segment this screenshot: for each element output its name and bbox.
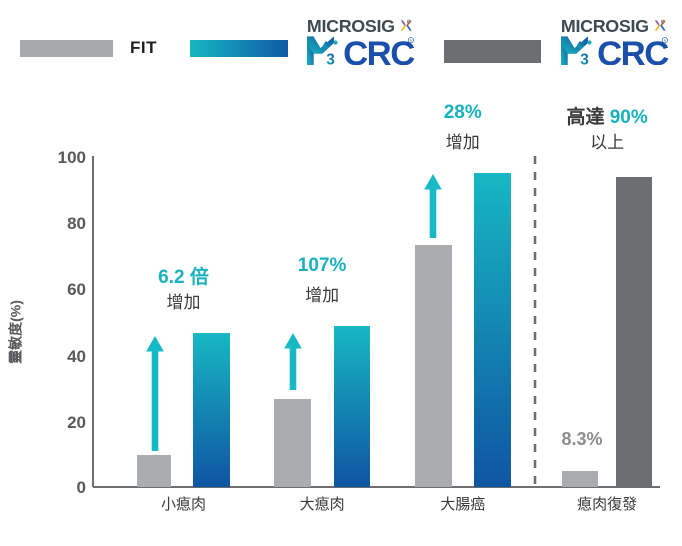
svg-text:3: 3	[580, 51, 589, 65]
svg-text:MICROSIG: MICROSIG	[307, 17, 395, 36]
svg-text:3: 3	[326, 51, 335, 65]
svg-text:CRC: CRC	[597, 35, 669, 65]
svg-text:MICROSIG: MICROSIG	[561, 17, 649, 36]
svg-text:CRC: CRC	[343, 35, 415, 65]
